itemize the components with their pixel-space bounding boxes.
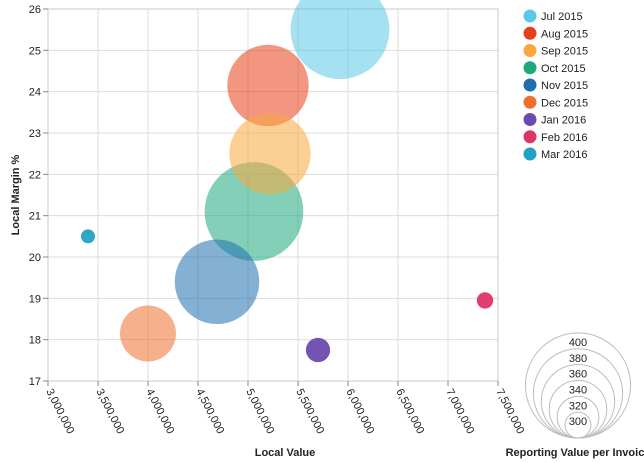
legend-label[interactable]: Nov 2015 [541,80,588,92]
size-legend-label: 300 [569,416,587,428]
legend-swatch [523,9,537,23]
legend-swatch [523,44,537,57]
size-legend-title: Reporting Value per Invoice [506,447,644,459]
size-legend-label: 380 [569,353,587,365]
bubble-mar-2016[interactable] [81,229,95,244]
bubble-aug-2015[interactable] [227,44,309,127]
legend-swatch [523,147,537,161]
y-tick-label: 19 [29,293,41,305]
size-legend-label: 400 [569,337,587,349]
size-legend-label: 360 [569,369,587,381]
y-tick-label: 21 [29,211,41,223]
x-axis: 3,000,000 3,500,000 4,000,000 4,500,000 5,00… [43,381,526,436]
x-tick-label: 6,500,000 [393,387,426,436]
y-tick-label: 25 [29,45,41,57]
x-tick-label: 3,000,000 [43,387,76,436]
bubble-sep-2015[interactable] [229,113,311,195]
x-axis-title: Local Value [255,447,316,459]
x-tick-label: 3,500,000 [93,387,126,436]
bubble-jan-2016[interactable] [305,337,331,363]
legend-swatch [523,26,537,40]
bubble-jul-2015[interactable] [290,0,390,80]
legend-swatch [523,78,537,92]
legend-swatch [523,130,537,144]
legend-swatch [523,113,537,126]
x-tick-label: 5,000,000 [243,387,276,436]
bubble-dec-2015[interactable] [120,305,176,362]
x-tick-label: 7,000,000 [443,387,476,436]
legend-label[interactable]: Aug 2015 [541,28,588,40]
y-tick-label: 22 [29,169,41,181]
size-legend-circle [564,411,592,439]
x-tick-label: 7,500,000 [493,387,526,436]
legend: Jul 2015 Aug 2015 Sep 2015 Oct 2015 Nov 2015… [523,9,588,161]
x-tick-label: 5,500,000 [293,387,326,436]
legend-label[interactable]: Jan 2016 [541,115,586,127]
x-tick-label: 4,500,000 [193,387,226,436]
y-tick-label: 17 [29,376,41,388]
plot-frame [47,8,499,382]
x-tick-label: 4,000,000 [143,387,176,436]
legend-swatch [523,61,537,75]
legend-label[interactable]: Feb 2016 [541,132,587,144]
y-tick-label: 26 [29,4,41,16]
size-legend-label: 340 [569,384,587,396]
y-tick-label: 20 [29,252,41,264]
size-legend: 400 380 360 340 320 300 [524,332,632,439]
size-legend-label: 320 [569,400,587,412]
legend-label[interactable]: Jul 2015 [541,11,583,23]
legend-label[interactable]: Mar 2016 [541,149,587,161]
bubble-nov-2015[interactable] [174,239,260,325]
y-tick-label: 24 [29,87,41,99]
bubble-layer [81,0,494,363]
x-tick-label: 6,000,000 [343,387,376,436]
legend-swatch [523,95,537,109]
bubble-feb-2016[interactable] [476,292,494,309]
y-axis-title: Local Margin % [10,154,22,235]
y-tick-label: 23 [29,128,41,140]
legend-label[interactable]: Dec 2015 [541,97,588,109]
y-tick-label: 18 [29,335,41,347]
y-axis: 17 18 19 20 21 22 23 24 25 26 [29,4,48,388]
legend-label[interactable]: Sep 2015 [541,46,588,58]
legend-label[interactable]: Oct 2015 [541,63,586,75]
